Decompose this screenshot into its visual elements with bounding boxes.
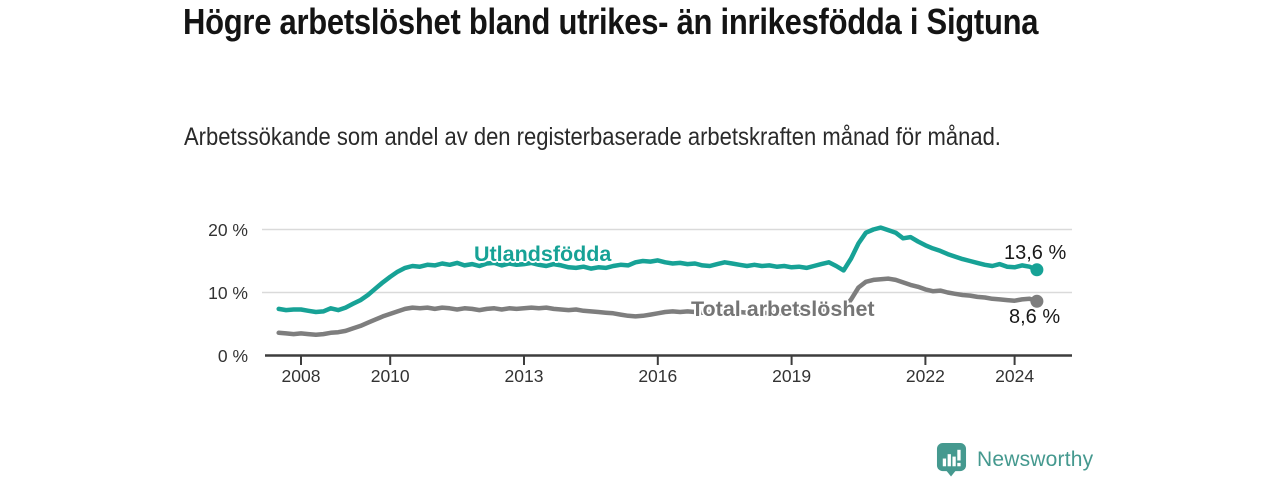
y-tick-label-10: 10 % — [208, 282, 248, 303]
x-tick-label-2024: 2024 — [995, 366, 1035, 386]
newsworthy-logo-icon — [936, 443, 967, 477]
page-title: Högre arbetslöshet bland utrikes- än inr… — [183, 1, 1039, 42]
x-tick-label-2010: 2010 — [370, 366, 410, 386]
series-end-dot-1 — [1030, 294, 1044, 308]
x-tick-label-2022: 2022 — [905, 366, 945, 386]
brand-name: Newsworthy — [977, 447, 1094, 471]
x-tick-label-2016: 2016 — [638, 366, 678, 386]
y-tick-label-0: 0 % — [217, 345, 248, 366]
y-tick-label-20: 20 % — [208, 219, 248, 240]
series-line-0 — [276, 225, 1040, 315]
end-value-total: 8,6 % — [1009, 306, 1061, 328]
brand-footer: Newsworthy — [936, 442, 1093, 477]
end-value-utlandsfodda: 13,6 % — [1004, 242, 1067, 264]
x-tick-label-2008: 2008 — [281, 366, 321, 386]
series-label-total-arbetsloshet: Total arbetslöshet — [691, 297, 875, 321]
x-tick-label-2013: 2013 — [504, 366, 544, 386]
chart-subtitle: Arbetssökande som andel av den registerb… — [184, 123, 1001, 151]
series-line-1 — [276, 276, 1040, 337]
x-tick-label-2019: 2019 — [772, 366, 812, 386]
series-label-utlandsfodda: Utlandsfödda — [474, 242, 612, 266]
series-end-dot-0 — [1030, 263, 1044, 277]
